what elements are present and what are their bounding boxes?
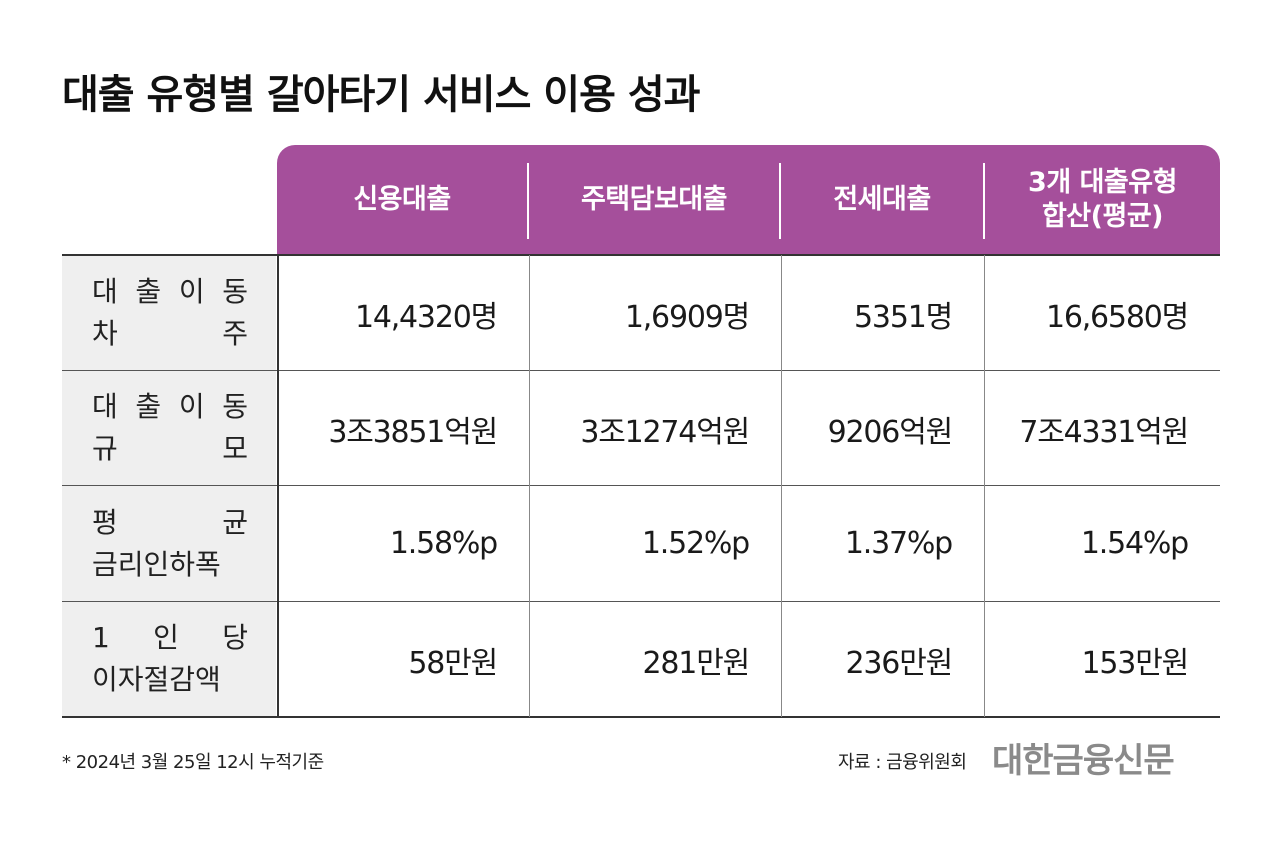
table-vrule: [277, 255, 279, 717]
row-label-line2: 금리인하폭: [92, 547, 221, 581]
table-cell: 14,4320명: [354, 299, 498, 335]
row-label-line1: 대 출 이 동: [92, 275, 248, 308]
table-cell: 16,6580명: [1045, 299, 1189, 335]
table-rule: [62, 601, 1220, 602]
row-label-column-bg: [62, 255, 276, 717]
footnote: * 2024년 3월 25일 12시 누적기준: [62, 752, 324, 773]
table-cell: 3조3851억원: [328, 414, 498, 450]
row-label-line1: 1 인 당: [92, 621, 248, 654]
row-label-line2: 차 주: [92, 317, 248, 350]
header-divider: [779, 163, 781, 239]
page-title: 대출 유형별 갈아타기 서비스 이용 성과: [62, 72, 700, 118]
table-vrule: [781, 255, 782, 717]
table-cell: 3조1274억원: [580, 414, 750, 450]
column-header-mortgage-loan: 주택담보대출: [529, 145, 779, 254]
table-cell: 1.54%p: [1080, 526, 1189, 561]
column-header-label: 전세대출: [833, 183, 931, 215]
table-vrule: [529, 255, 530, 717]
table-rule: [62, 254, 1220, 256]
table-header-band: [277, 145, 1220, 254]
table-cell: 1.58%p: [389, 526, 498, 561]
row-label-amount: 대 출 이 동 규 모: [62, 371, 276, 485]
table-cell: 1.37%p: [844, 526, 953, 561]
brand-logo: 대한금융신문: [992, 741, 1175, 781]
table-rule: [62, 716, 1220, 718]
header-divider: [983, 163, 985, 239]
table-rule: [62, 485, 1220, 486]
table-cell: 7조4331억원: [1019, 414, 1189, 450]
table-cell: 1,6909명: [624, 299, 750, 335]
row-label-line2: 이자절감액: [92, 663, 221, 696]
column-header-label-line2: 합산(평균): [1041, 200, 1164, 232]
table-cell: 58만원: [408, 645, 498, 681]
table-cell: 1.52%p: [641, 526, 750, 561]
table-cell: 281만원: [642, 645, 751, 681]
table-vrule: [984, 255, 985, 717]
header-divider: [527, 163, 529, 239]
table-cell: 236만원: [845, 645, 954, 681]
row-label-borrowers: 대 출 이 동 차 주: [62, 256, 276, 370]
column-header-label: 주택담보대출: [580, 183, 728, 215]
table-rule: [62, 370, 1220, 371]
row-label-line1: 대 출 이 동: [92, 390, 248, 423]
row-label-interest-savings: 1 인 당 이자절감액: [62, 602, 276, 716]
table-cell: 153만원: [1081, 645, 1190, 681]
table-cell: 5351명: [854, 299, 953, 335]
row-label-line2: 규 모: [92, 432, 248, 465]
table-cell: 9206억원: [827, 414, 954, 450]
column-header-label-line1: 3개 대출유형: [1028, 166, 1177, 198]
column-header-jeonse-loan: 전세대출: [781, 145, 983, 254]
column-header-label: 신용대출: [353, 183, 451, 215]
row-label-rate-cut: 평 균 금리인하폭: [62, 486, 276, 601]
row-label-line1: 평 균: [92, 505, 248, 539]
source-credit: 자료 : 금융위원회: [838, 752, 967, 773]
column-header-credit-loan: 신용대출: [277, 145, 527, 254]
column-header-total-average: 3개 대출유형 합산(평균): [985, 145, 1220, 254]
